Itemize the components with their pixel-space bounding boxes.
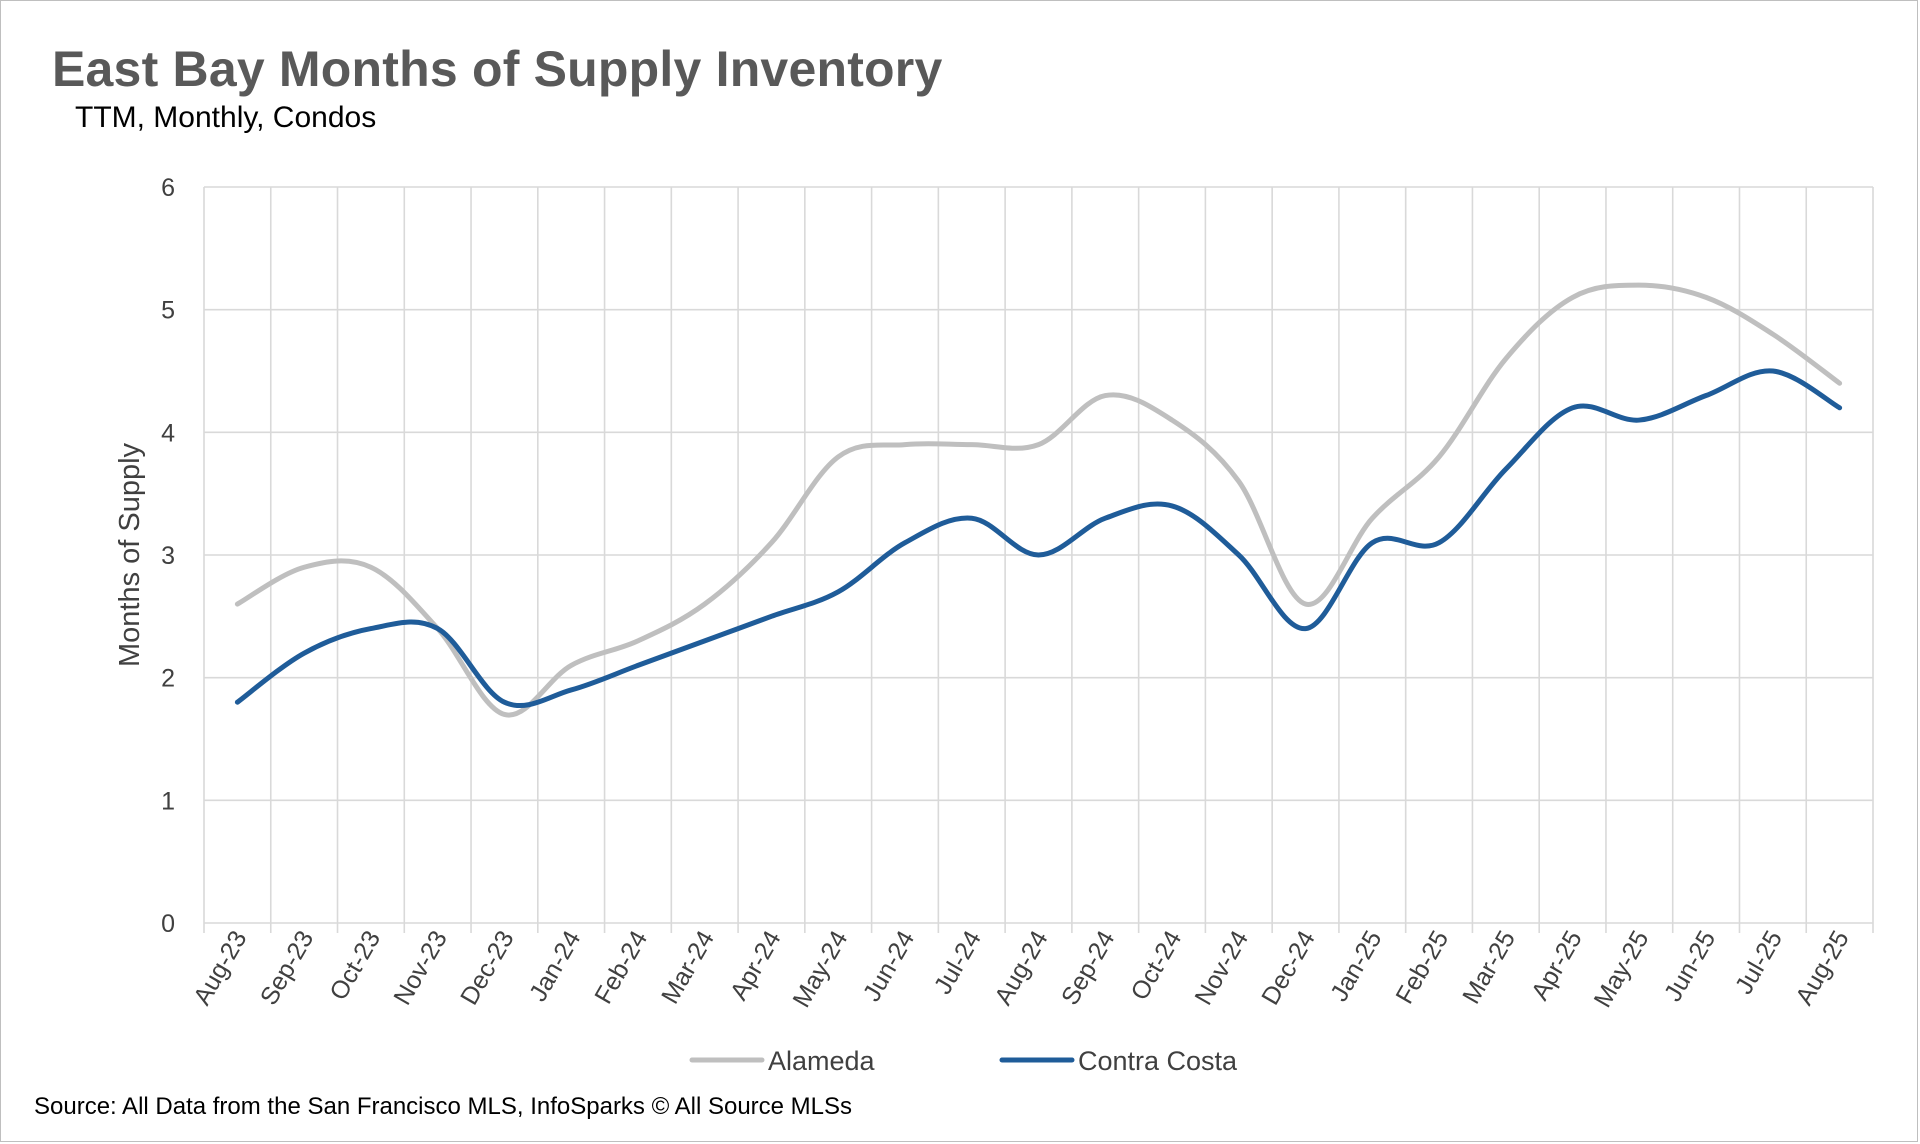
y-tick-label: 3	[161, 542, 175, 570]
x-tick-label: Feb-24	[589, 926, 653, 1009]
x-tick-label: Jul-25	[1730, 926, 1788, 999]
legend: Alameda Contra Costa	[689, 1046, 1238, 1076]
chart-title: East Bay Months of Supply Inventory	[52, 41, 943, 97]
x-tick-label: Aug-24	[989, 926, 1054, 1010]
y-tick-label: 5	[161, 297, 175, 325]
x-tick-label: Oct-23	[324, 926, 386, 1005]
gridlines	[203, 186, 1874, 933]
x-tick-label: Sep-23	[255, 926, 320, 1010]
x-tick-label: Feb-25	[1390, 926, 1454, 1009]
x-tick-label: Jan-25	[1325, 926, 1387, 1006]
x-tick-label: Apr-24	[725, 926, 787, 1005]
x-tick-label: Sep-24	[1056, 926, 1121, 1010]
y-axis-ticks: 0 1 2 3 4 5 6	[161, 174, 175, 938]
series-line-contra-costa	[234, 368, 1843, 709]
chart-subtitle: TTM, Monthly, Condos	[75, 101, 377, 134]
x-tick-label: Jun-24	[858, 926, 921, 1006]
x-axis-ticks: Aug-23 Sep-23 Oct-23 Nov-23 Dec-23 Jan-24 Feb-…	[188, 926, 1855, 1012]
x-tick-label: Apr-25	[1526, 926, 1588, 1005]
x-tick-label: Nov-24	[1189, 926, 1254, 1010]
series-lines	[234, 282, 1843, 718]
y-tick-label: 6	[161, 174, 175, 202]
x-tick-label: Jul-24	[929, 926, 987, 999]
y-tick-label: 1	[161, 787, 175, 815]
y-tick-label: 4	[161, 419, 175, 447]
y-axis-title: Months of Supply	[114, 442, 146, 667]
x-tick-label: Jun-25	[1659, 926, 1721, 1006]
legend-label-alameda: Alameda	[768, 1046, 876, 1076]
x-tick-label: Jan-24	[524, 926, 587, 1006]
x-tick-label: May-25	[1589, 926, 1655, 1012]
x-tick-label: Aug-25	[1790, 926, 1855, 1010]
x-tick-label: Dec-23	[455, 926, 520, 1010]
x-tick-label: Oct-24	[1125, 926, 1187, 1005]
series-line-alameda	[234, 282, 1843, 718]
y-tick-label: 2	[161, 665, 175, 693]
source-note: Source: All Data from the San Francisco …	[34, 1093, 853, 1120]
x-tick-label: May-24	[787, 926, 853, 1012]
x-tick-label: Dec-24	[1256, 926, 1321, 1010]
y-tick-label: 0	[161, 910, 175, 938]
x-tick-label: Nov-23	[388, 926, 453, 1010]
x-tick-label: Aug-23	[188, 926, 253, 1010]
legend-label-contra-costa: Contra Costa	[1078, 1046, 1238, 1076]
x-tick-label: Mar-24	[656, 926, 720, 1009]
x-tick-label: Mar-25	[1457, 926, 1521, 1009]
